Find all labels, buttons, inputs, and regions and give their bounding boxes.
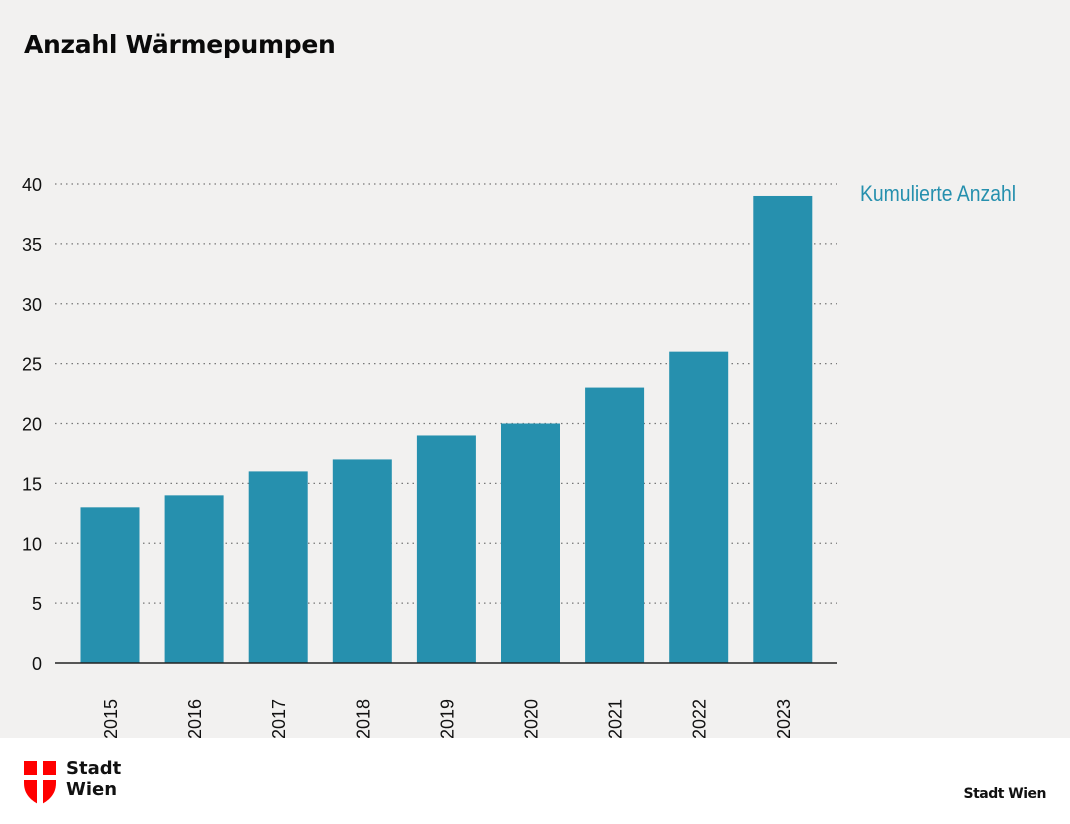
y-axis-ticks: 0 5 10 15 20 25 30 35 40 (22, 175, 42, 674)
logo-line-2: Wien (66, 779, 118, 800)
bar-chart: 0 5 10 15 20 25 30 35 40 2015 2016 2017 2018 2019 202… (22, 175, 837, 738)
bar-2016 (164, 495, 224, 663)
y-tick-label: 20 (22, 415, 42, 435)
y-tick-label: 25 (22, 355, 42, 375)
chart-title: Anzahl Wärmepumpen (24, 30, 336, 59)
x-tick-label: 2022 (690, 699, 710, 738)
x-tick-label: 2021 (606, 699, 626, 738)
x-tick-label: 2015 (101, 699, 121, 738)
footer (0, 738, 1070, 824)
legend-label: Kumulierte Anzahl (860, 181, 1017, 206)
y-tick-label: 5 (32, 594, 42, 614)
bar-2021 (585, 387, 645, 663)
x-tick-label: 2023 (774, 699, 794, 738)
bar-2020 (501, 423, 560, 663)
logo-text: Stadt Wien (66, 758, 121, 800)
x-axis-ticks: 2015 2016 2017 2018 2019 2020 2021 2022 2023 (101, 699, 794, 738)
y-tick-label: 0 (32, 654, 42, 674)
bar-2023 (753, 195, 813, 663)
bar-2018 (332, 459, 392, 663)
x-tick-label: 2019 (437, 699, 457, 738)
y-tick-label: 35 (22, 235, 42, 255)
source-label: Stadt Wien (963, 786, 1046, 802)
y-tick-label: 10 (22, 534, 42, 554)
y-tick-label: 15 (22, 474, 42, 494)
bar-2019 (416, 435, 476, 663)
bar-2015 (80, 507, 140, 663)
logo-line-1: Stadt (66, 758, 122, 779)
x-tick-label: 2020 (522, 699, 542, 738)
bar-2017 (248, 471, 308, 663)
x-tick-label: 2017 (269, 699, 289, 738)
x-tick-label: 2018 (353, 699, 373, 738)
y-tick-label: 40 (22, 175, 42, 195)
y-tick-label: 30 (22, 295, 42, 315)
x-tick-label: 2016 (185, 699, 205, 738)
vienna-coat-of-arms-icon (24, 761, 56, 805)
bar-2022 (669, 351, 729, 663)
bars (80, 195, 813, 663)
